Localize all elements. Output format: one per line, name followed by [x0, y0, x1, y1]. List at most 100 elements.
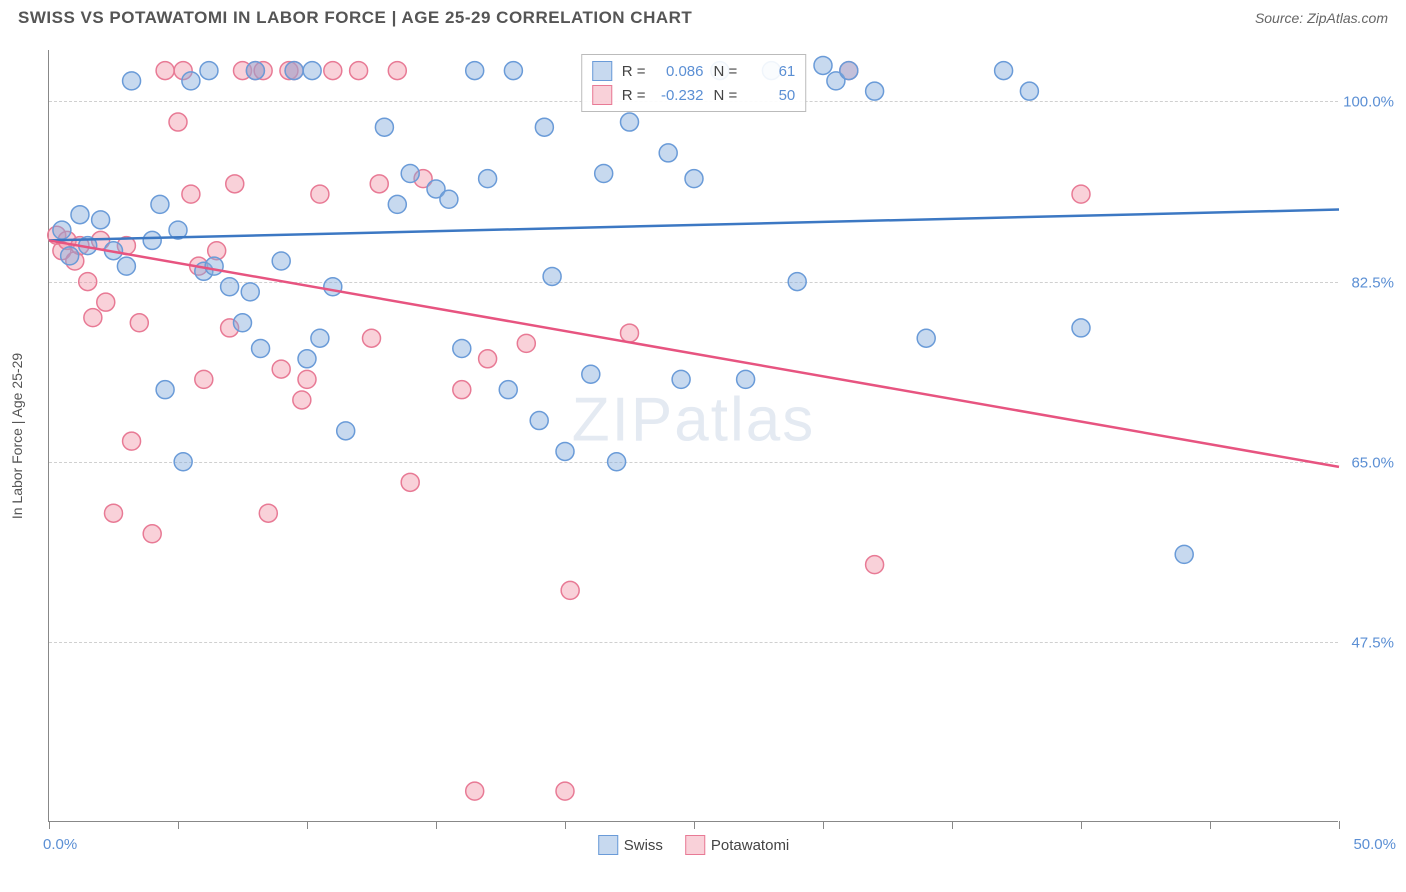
swiss-point	[453, 340, 471, 358]
swiss-point	[285, 62, 303, 80]
x-axis-max-label: 50.0%	[1353, 836, 1396, 853]
pota-point	[259, 504, 277, 522]
pota-label: Potawatomi	[711, 837, 789, 854]
r-value-swiss: 0.086	[656, 63, 704, 80]
r-label: R =	[622, 63, 646, 80]
pota-point	[324, 62, 342, 80]
swiss-point	[659, 144, 677, 162]
n-value-pota: 50	[747, 87, 795, 104]
swiss-point	[814, 56, 832, 74]
pota-point	[143, 525, 161, 543]
swiss-point	[440, 190, 458, 208]
correlation-legend: R = 0.086 N = 61 R = -0.232 N = 50	[581, 54, 807, 112]
y-tick-label: 65.0%	[1351, 454, 1394, 471]
swiss-point	[53, 221, 71, 239]
swiss-point	[221, 278, 239, 296]
chart-title: SWISS VS POTAWATOMI IN LABOR FORCE | AGE…	[18, 8, 692, 28]
swiss-point	[840, 62, 858, 80]
x-tick	[1339, 821, 1340, 829]
swiss-point	[788, 273, 806, 291]
legend-item-pota: Potawatomi	[685, 835, 789, 855]
pota-point	[84, 309, 102, 327]
pota-point	[195, 370, 213, 388]
swiss-label: Swiss	[624, 837, 663, 854]
pota-point	[466, 782, 484, 800]
pota-point	[1072, 185, 1090, 203]
swiss-point	[174, 453, 192, 471]
pota-point	[350, 62, 368, 80]
swiss-point	[737, 370, 755, 388]
pota-point	[105, 504, 123, 522]
swiss-point	[866, 82, 884, 100]
swiss-point	[917, 329, 935, 347]
x-tick	[952, 821, 953, 829]
pota-point	[561, 581, 579, 599]
x-tick	[823, 821, 824, 829]
swiss-point	[324, 278, 342, 296]
swiss-point	[388, 195, 406, 213]
swiss-point	[205, 257, 223, 275]
x-tick	[1210, 821, 1211, 829]
x-tick	[49, 821, 50, 829]
legend-item-swiss: Swiss	[598, 835, 663, 855]
pota-point	[363, 329, 381, 347]
swiss-point	[582, 365, 600, 383]
n-value-swiss: 61	[747, 63, 795, 80]
y-tick-label: 47.5%	[1351, 634, 1394, 651]
swiss-point	[543, 267, 561, 285]
pota-point	[156, 62, 174, 80]
series-legend: Swiss Potawatomi	[598, 835, 790, 855]
swiss-point	[530, 412, 548, 430]
pota-point	[123, 432, 141, 450]
pota-point	[370, 175, 388, 193]
swiss-point	[234, 314, 252, 332]
pota-point	[517, 334, 535, 352]
swiss-point	[504, 62, 522, 80]
x-tick	[565, 821, 566, 829]
pota-point	[272, 360, 290, 378]
pota-point	[388, 62, 406, 80]
pota-point	[479, 350, 497, 368]
y-axis-label: In Labor Force | Age 25-29	[9, 352, 25, 518]
pota-point	[226, 175, 244, 193]
pota-point	[311, 185, 329, 203]
swiss-point	[337, 422, 355, 440]
swiss-point	[1020, 82, 1038, 100]
swiss-point	[156, 381, 174, 399]
pota-point	[298, 370, 316, 388]
swiss-point	[685, 170, 703, 188]
swiss-point	[182, 72, 200, 90]
pota-point	[556, 782, 574, 800]
pota-point	[866, 556, 884, 574]
n-label: N =	[714, 63, 738, 80]
swiss-point	[252, 340, 270, 358]
swiss-point	[92, 211, 110, 229]
swiss-point	[479, 170, 497, 188]
x-tick	[307, 821, 308, 829]
swiss-point	[311, 329, 329, 347]
x-tick	[1081, 821, 1082, 829]
x-tick	[436, 821, 437, 829]
swiss-point	[1072, 319, 1090, 337]
x-tick	[694, 821, 695, 829]
swiss-point	[375, 118, 393, 136]
x-axis-min-label: 0.0%	[43, 836, 77, 853]
swiss-point	[241, 283, 259, 301]
swiss-point	[401, 165, 419, 183]
swiss-point	[71, 206, 89, 224]
swiss-point	[61, 247, 79, 265]
plot-svg	[49, 50, 1338, 821]
swiss-point	[143, 231, 161, 249]
swiss-swatch-icon	[598, 835, 618, 855]
pota-point	[169, 113, 187, 131]
swiss-point	[123, 72, 141, 90]
swiss-point	[117, 257, 135, 275]
swiss-swatch	[592, 61, 612, 81]
swiss-point	[151, 195, 169, 213]
y-tick-label: 82.5%	[1351, 274, 1394, 291]
swiss-point	[535, 118, 553, 136]
pota-point	[401, 473, 419, 491]
swiss-point	[303, 62, 321, 80]
swiss-point	[595, 165, 613, 183]
swiss-point	[608, 453, 626, 471]
